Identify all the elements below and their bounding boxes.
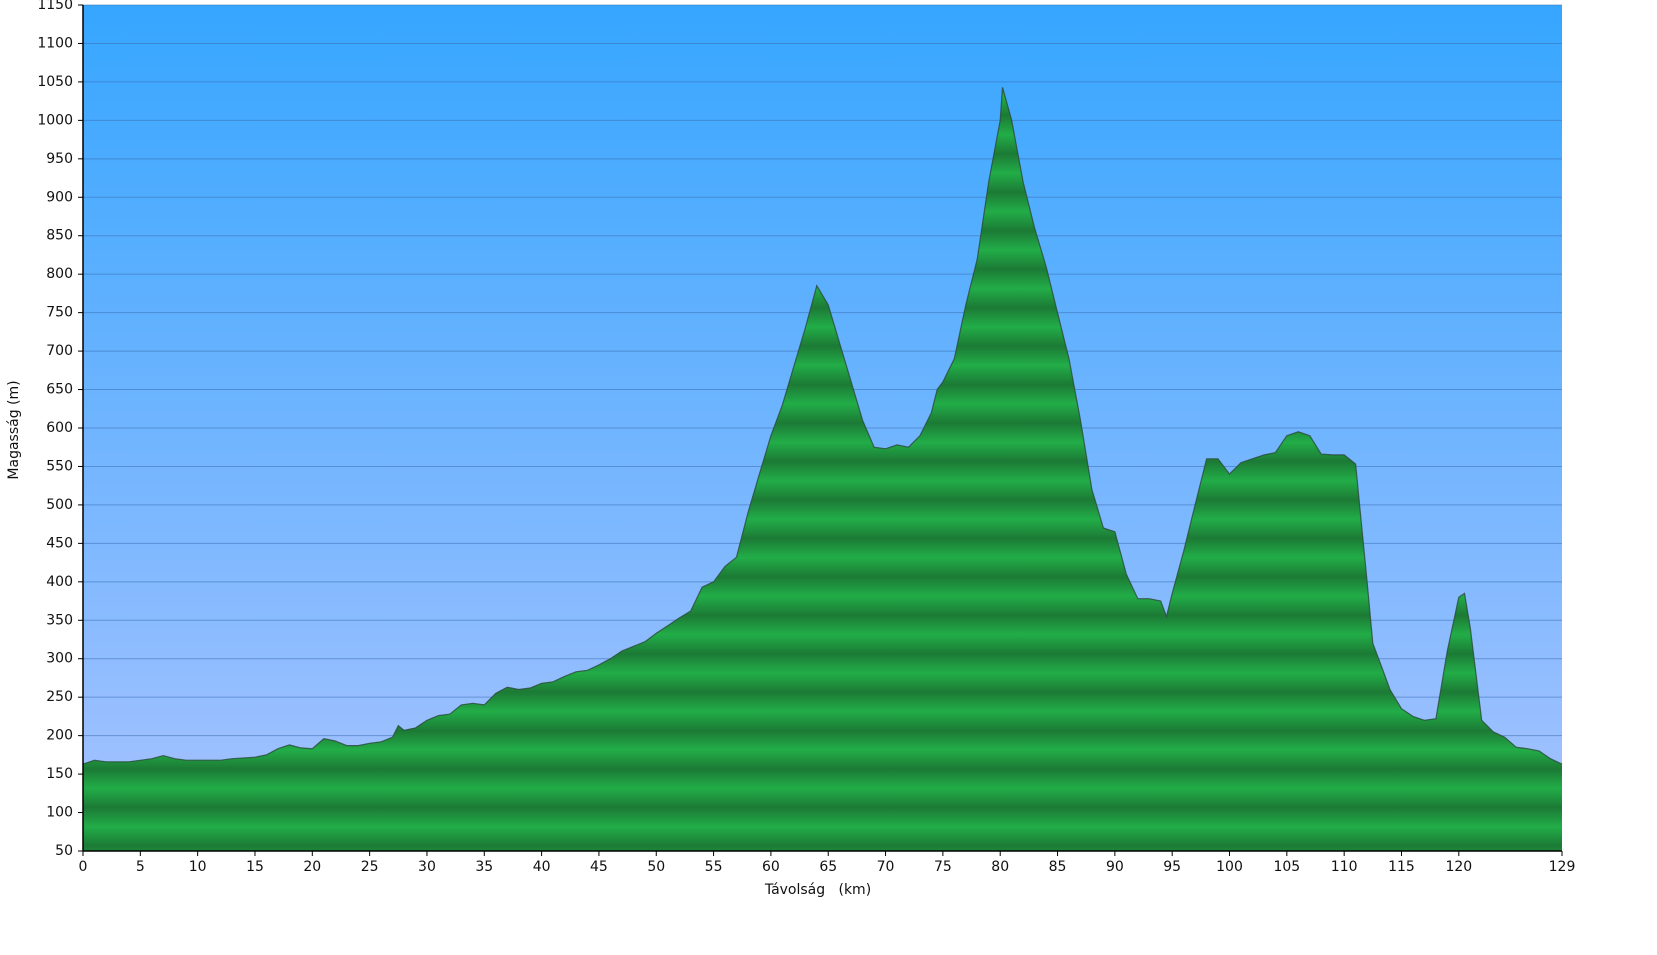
y-tick-label: 500 — [46, 497, 73, 513]
elevation-line — [82, 87, 1563, 765]
x-tick-label: 35 — [475, 859, 493, 875]
y-tick-label: 400 — [46, 574, 73, 590]
x-tick-label: 40 — [533, 859, 551, 875]
x-tick-label: 110 — [1331, 859, 1358, 875]
x-tick-label: 15 — [246, 859, 264, 875]
y-tick-label: 150 — [46, 766, 73, 782]
elevation-area — [83, 87, 1562, 852]
y-tick-label: 800 — [46, 266, 73, 282]
y-tick-label: 1100 — [37, 35, 73, 51]
y-tick-label: 700 — [46, 343, 73, 359]
y-tick-label: 350 — [46, 612, 73, 628]
y-tick-label: 900 — [46, 189, 73, 205]
y-tick-label: 250 — [46, 689, 73, 705]
x-tick-label: 20 — [303, 859, 321, 875]
x-tick-label: 85 — [1049, 859, 1067, 875]
y-tick-label: 300 — [46, 651, 73, 667]
x-tick-label: 115 — [1388, 859, 1415, 875]
y-tick-label: 1150 — [37, 0, 73, 13]
y-tick-label: 750 — [46, 305, 73, 321]
y-tick-label: 100 — [46, 805, 73, 821]
x-tick-label: 120 — [1445, 859, 1472, 875]
y-tick-label: 550 — [46, 458, 73, 474]
x-tick-label: 105 — [1273, 859, 1300, 875]
x-tick-label: 5 — [136, 859, 145, 875]
x-tick-label: 10 — [189, 859, 207, 875]
y-tick-label: 650 — [46, 382, 73, 398]
x-tick-label: 65 — [819, 859, 837, 875]
x-tick-label: 80 — [991, 859, 1009, 875]
y-tick-label: 1000 — [37, 112, 73, 128]
y-tick-label: 950 — [46, 151, 73, 167]
x-tick-label: 50 — [647, 859, 665, 875]
y-tick-label: 200 — [46, 728, 73, 744]
y-tick-label: 1050 — [37, 74, 73, 90]
x-tick-label: 25 — [361, 859, 379, 875]
y-tick-label: 50 — [55, 843, 73, 859]
x-tick-label: 60 — [762, 859, 780, 875]
x-tick-label: 95 — [1163, 859, 1181, 875]
x-tick-label: 55 — [705, 859, 723, 875]
y-tick-label: 600 — [46, 420, 73, 436]
x-tick-label: 0 — [79, 859, 88, 875]
y-tick-label: 850 — [46, 228, 73, 244]
y-tick-label: 450 — [46, 535, 73, 551]
x-tick-label: 45 — [590, 859, 608, 875]
x-tick-label: 30 — [418, 859, 436, 875]
x-tick-label: 75 — [934, 859, 952, 875]
x-tick-label: 70 — [877, 859, 895, 875]
x-tick-label: 100 — [1216, 859, 1243, 875]
x-tick-label: 90 — [1106, 859, 1124, 875]
x-tick-label: 129 — [1549, 859, 1576, 875]
y-axis-label: Magasság (m) — [6, 380, 22, 479]
x-axis-label: Távolság (km) — [764, 882, 871, 898]
